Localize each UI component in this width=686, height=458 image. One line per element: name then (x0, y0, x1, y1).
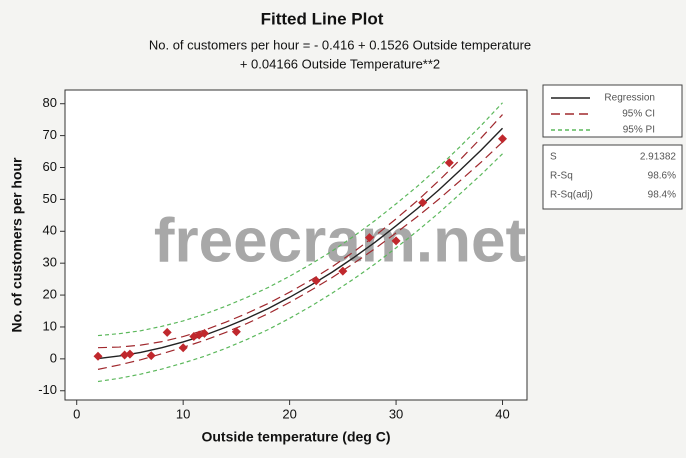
y-tick-label: 50 (43, 191, 57, 206)
stat-value: 2.91382 (640, 152, 677, 163)
x-tick-label: 20 (282, 406, 296, 421)
stat-value: 98.4% (648, 190, 676, 201)
data-point (391, 236, 401, 246)
fit-line (97, 127, 504, 360)
y-tick-label: 70 (43, 127, 57, 142)
y-tick-label: 10 (43, 318, 57, 333)
legend-label: 95% CI (622, 109, 655, 120)
stat-label: R-Sq(adj) (550, 190, 593, 201)
legend (542, 84, 683, 138)
subtitle: + 0.04166 Outside Temperature**2 (240, 56, 440, 71)
data-point (146, 351, 156, 361)
y-tick-label: 60 (43, 159, 57, 174)
x-tick-label: 30 (389, 406, 403, 421)
y-tick-label: 40 (43, 223, 57, 238)
data-point (444, 158, 454, 168)
y-axis-label: No. of customers per hour (9, 157, 25, 333)
plot-area (64, 89, 528, 401)
data-point (418, 198, 428, 208)
x-axis-label: Outside temperature (deg C) (201, 429, 390, 445)
stat-label: R-Sq (550, 171, 573, 182)
x-tick-label: 0 (73, 406, 80, 421)
stat-value: 98.6% (648, 171, 676, 182)
chart-title: Fitted Line Plot (261, 9, 384, 28)
data-point (93, 351, 103, 361)
data-point (178, 343, 188, 353)
data-point (231, 327, 241, 337)
x-tick-label: 40 (495, 406, 509, 421)
fit-line (97, 153, 503, 383)
data-point (364, 233, 374, 243)
legend-label: 95% PI (623, 125, 655, 136)
stats-box (542, 144, 683, 210)
y-tick-label: 0 (50, 350, 57, 365)
y-tick-label: 20 (43, 287, 57, 302)
x-tick-label: 10 (176, 406, 190, 421)
y-tick-label: 30 (43, 255, 57, 270)
watermark: freecram.net (154, 206, 526, 275)
subtitle: No. of customers per hour = - 0.416 + 0.… (149, 37, 531, 52)
stat-label: S (550, 152, 557, 163)
legend-label: Regression (604, 93, 655, 104)
fit-line (97, 114, 503, 349)
fit-line (97, 141, 503, 370)
data-point (311, 276, 321, 286)
data-point (498, 134, 508, 144)
data-point (338, 266, 348, 276)
y-tick-label: -10 (38, 382, 57, 397)
data-point (125, 349, 135, 359)
y-tick-label: 80 (43, 95, 57, 110)
data-point (162, 327, 172, 337)
data-point (199, 328, 209, 338)
